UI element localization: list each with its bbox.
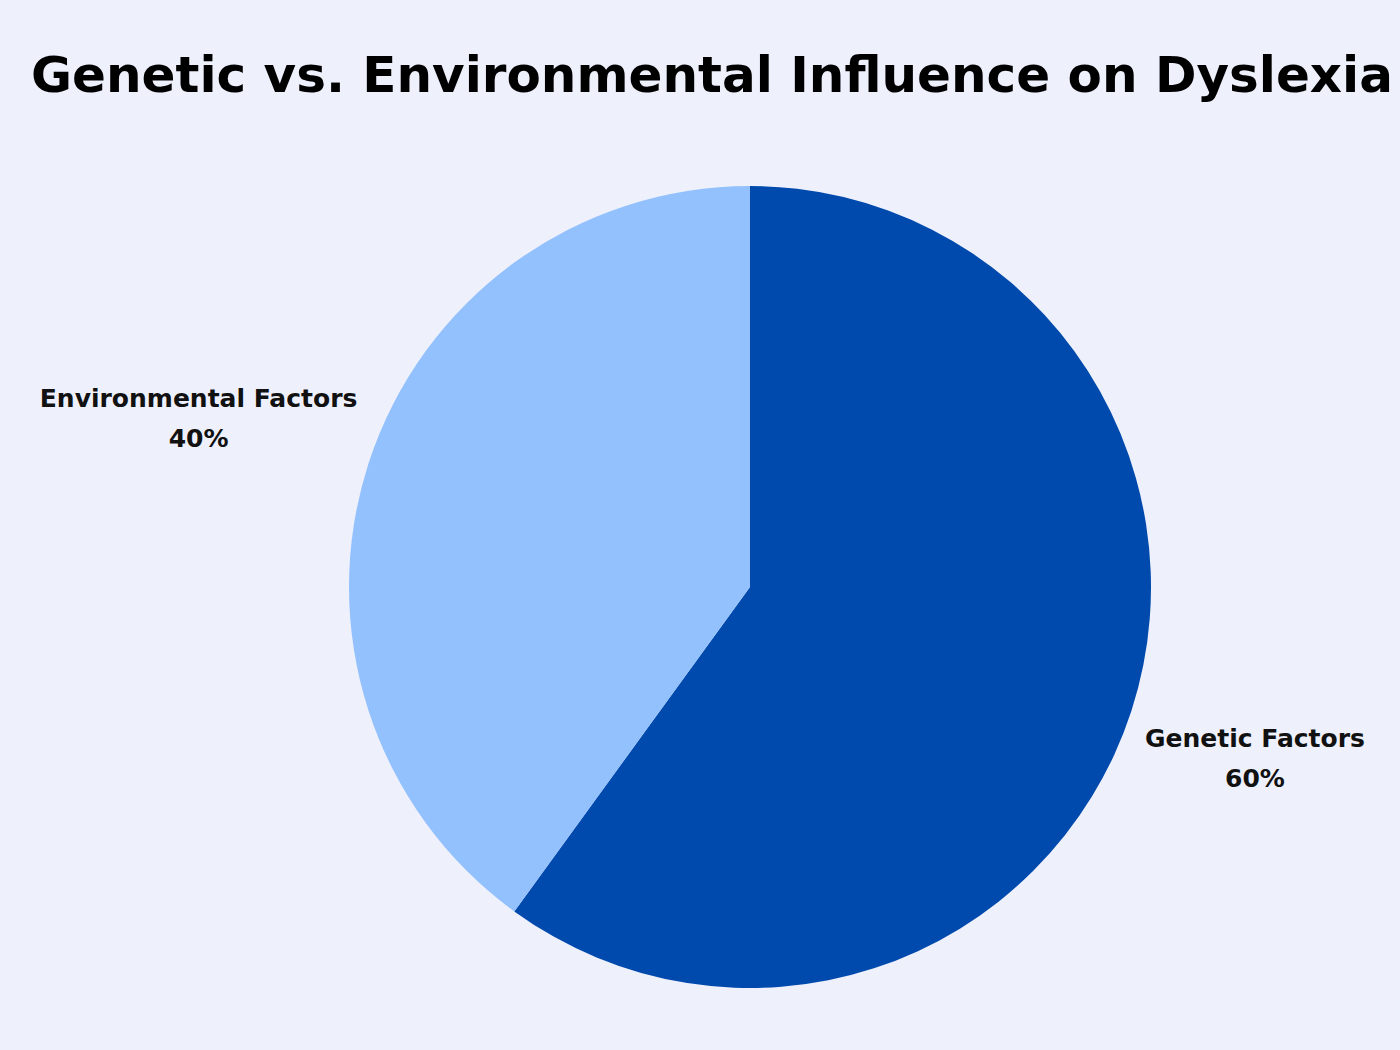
slice-value: 40% bbox=[169, 424, 229, 453]
slice-value: 60% bbox=[1225, 764, 1285, 793]
slice-category: Genetic Factors bbox=[1145, 724, 1365, 753]
pie bbox=[349, 186, 1151, 988]
pie-slice bbox=[349, 186, 750, 911]
chart: Genetic vs. Environmental Influence on D… bbox=[0, 0, 1400, 1050]
slice-label: Genetic Factors 60% bbox=[1145, 724, 1365, 793]
background bbox=[0, 0, 1400, 1050]
title: Genetic vs. Environmental Influence on D… bbox=[31, 46, 1393, 104]
slice-category: Environmental Factors bbox=[40, 384, 358, 413]
slice-label: Environmental Factors 40% bbox=[40, 384, 358, 453]
